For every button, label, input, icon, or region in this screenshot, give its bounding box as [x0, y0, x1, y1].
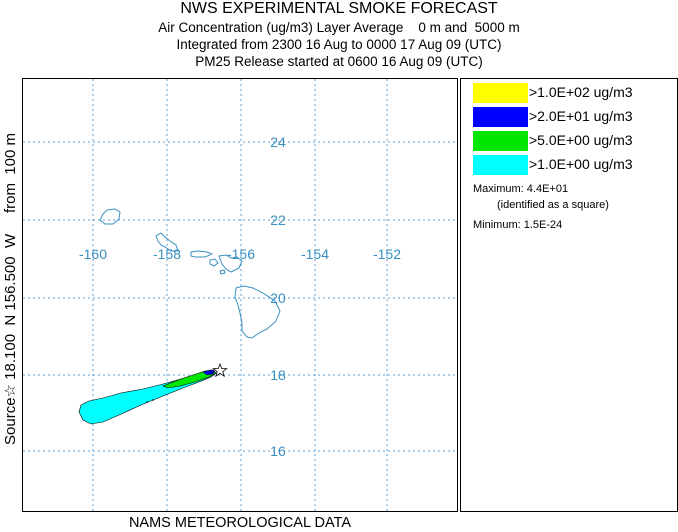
lat-label-18: 18 — [270, 367, 286, 383]
integration-period: Integrated from 2300 16 Aug to 0000 17 A… — [176, 37, 502, 52]
minimum-value: Minimum: 1.5E-24 — [473, 219, 563, 231]
legend-label: >5.0E+00 ug/m3 — [529, 132, 633, 148]
oahu-island — [155, 232, 179, 252]
legend-label: >1.0E+02 ug/m3 — [529, 84, 633, 100]
maui-island — [218, 254, 243, 273]
plume-dot — [146, 401, 148, 403]
lanai-island — [209, 258, 219, 267]
molokai-island — [190, 250, 214, 258]
legend-label: >2.0E+01 ug/m3 — [529, 108, 633, 124]
plume-dot — [152, 399, 154, 401]
lon-label-152: -152 — [373, 246, 401, 262]
lat-label-20: 20 — [270, 290, 286, 306]
lon-label-160: -160 — [79, 246, 107, 262]
release-start: PM25 Release started at 0600 16 Aug 09 (… — [195, 54, 483, 69]
legend-panel: >1.0E+02 ug/m3 >2.0E+01 ug/m3 >5.0E+00 u… — [460, 78, 678, 512]
legend-swatch — [473, 107, 528, 127]
maximum-value: Maximum: 4.4E+01 — [473, 183, 569, 195]
smoke-plume — [78, 369, 217, 425]
legend-swatch — [473, 83, 528, 103]
concentration-subtitle: Air Concentration (ug/m3) Layer Average … — [158, 20, 520, 35]
lon-label-156: -156 — [227, 246, 255, 262]
meteorological-data-label: NAMS METEOROLOGICAL DATA — [128, 515, 352, 531]
hawaii-island — [234, 285, 281, 339]
map-panel: 24 22 20 18 16 -160 -158 -156 -154 -152 — [22, 78, 458, 512]
lon-label-154: -154 — [301, 246, 329, 262]
lat-label-16: 16 — [270, 443, 286, 459]
maximum-square-marker — [209, 369, 214, 374]
plume-contour-5 — [162, 369, 217, 389]
lat-label-24: 24 — [270, 134, 286, 150]
lat-label-22: 22 — [270, 212, 286, 228]
legend-swatch — [473, 131, 528, 151]
graticule — [23, 79, 457, 511]
forecast-title: NWS EXPERIMENTAL SMOKE FORECAST — [180, 0, 498, 17]
maximum-note: (identified as a square) — [497, 199, 609, 211]
legend-swatch — [473, 155, 528, 175]
star-icon — [212, 362, 228, 378]
kahoolawe-island — [219, 269, 226, 275]
map-canvas: 24 22 20 18 16 -160 -158 -156 -154 -152 — [23, 79, 457, 511]
source-location-label: Source☆ 18.100 N 156.500 W from 100 m — [2, 133, 19, 445]
kauai-island — [99, 208, 121, 225]
legend-label: >1.0E+00 ug/m3 — [529, 156, 633, 172]
lon-label-158: -158 — [153, 246, 181, 262]
